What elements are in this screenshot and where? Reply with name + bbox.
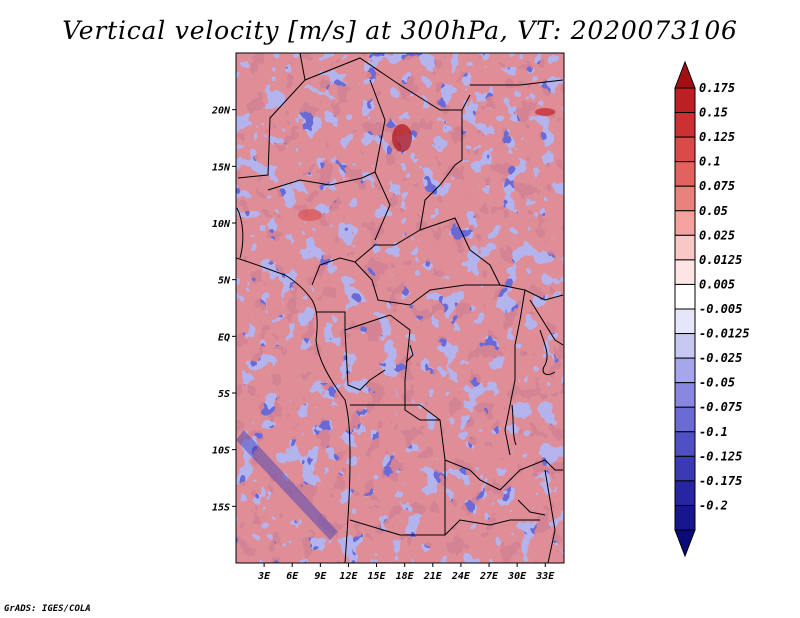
colorbar-label: 0.05 [699, 204, 728, 218]
colorbar-label: 0.175 [699, 81, 735, 95]
colorbar-swatch [674, 357, 696, 384]
colorbar-label: -0.175 [699, 474, 742, 488]
colorbar-label: -0.0125 [699, 327, 750, 341]
coast-nw [236, 207, 244, 259]
lon-tick-label: 9E [314, 571, 327, 582]
ascent-feature-ne [535, 108, 555, 116]
colorbar-bottom-arrow [674, 529, 696, 558]
border-11 [349, 519, 540, 536]
colorbar-label: 0.1 [699, 155, 721, 169]
colorbar-label: 0.025 [699, 228, 735, 242]
lon-tick-label: 24E [451, 571, 471, 582]
colorbar-swatch [674, 87, 696, 114]
colorbar-swatch [674, 382, 696, 408]
colorbar-top-arrow [674, 60, 696, 89]
political-boundaries [236, 53, 564, 563]
colorbar-label: -0.2 [699, 498, 728, 512]
colorbar-swatch [674, 431, 696, 457]
colorbar-swatch [674, 259, 696, 285]
lon-tick-label: 21E [423, 571, 443, 582]
colorbar-label: -0.075 [699, 400, 742, 414]
lat-tick-label: 15S [212, 502, 230, 513]
map-frame [235, 52, 565, 564]
border-14 [529, 299, 564, 346]
colorbar-label: 0.005 [699, 277, 735, 291]
colorbar-label: -0.05 [699, 376, 735, 390]
lat-tick-label: 10S [212, 446, 230, 457]
lon-tick-label: 3E [257, 571, 271, 582]
colorbar-swatch [674, 333, 696, 359]
colorbar-swatch [674, 504, 696, 531]
border-1 [237, 53, 306, 179]
border-6 [419, 217, 564, 301]
colorbar-label: 0.075 [699, 179, 735, 193]
colorbar-swatch [674, 480, 696, 506]
colorbar-label: 0.125 [699, 130, 735, 144]
colorbar-swatch [674, 136, 696, 163]
lat-tick-label: 15N [212, 162, 231, 173]
descent-band-sw [236, 430, 338, 540]
footer-credit: GrADS: IGES/COLA [4, 604, 91, 614]
lon-tick-label: 30E [507, 571, 527, 582]
coastline-west [236, 257, 351, 563]
border-13 [499, 459, 563, 491]
border-7 [354, 261, 500, 306]
colorbar-swatch [674, 185, 696, 212]
lake-malawi [517, 499, 546, 516]
colorbar-swatch [674, 455, 696, 482]
border-9 [344, 329, 386, 391]
colorbar-label: -0.025 [699, 351, 742, 365]
colorbar-label: 0.0125 [699, 253, 742, 267]
colorbar-swatch [674, 283, 696, 310]
lake-victoria [539, 329, 556, 375]
border-4 [311, 110, 463, 286]
border-15 [544, 469, 556, 563]
colorbar-label: -0.1 [699, 425, 728, 439]
strong-ascent-feature [392, 124, 412, 152]
lon-tick-label: 18E [396, 571, 415, 582]
great-lakes-line [504, 289, 526, 456]
chart-title: Vertical velocity [m/s] at 300hPa, VT: 2… [62, 16, 738, 45]
lon-tick-label: 6E [286, 571, 299, 582]
ascent-feature-w [298, 209, 322, 221]
border-16 [470, 79, 564, 86]
lon-tick-label: 27E [479, 571, 499, 582]
lake-tanganyika [511, 404, 517, 446]
colorbar-label: 0.15 [699, 106, 728, 120]
colorbar-swatch [674, 234, 696, 261]
lon-tick-label: 12E [339, 571, 358, 582]
colorbar-swatch [674, 308, 696, 335]
lat-tick-label: 5N [218, 276, 231, 287]
border-10 [350, 404, 441, 421]
lat-tick-label: 5S [218, 389, 230, 400]
colorbar-swatch [674, 112, 696, 138]
latitude-axis: 20N 15N 10N 5N EQ 5S 10S 15S [211, 106, 236, 513]
lat-tick-label: 10N [212, 219, 231, 230]
lon-tick-label: 15E [368, 571, 387, 582]
colorbar-swatch [674, 406, 696, 433]
colorbar-label: -0.005 [699, 302, 742, 316]
border-5 [374, 171, 391, 241]
lat-tick-label: EQ [218, 332, 230, 343]
colorbar-swatch [674, 210, 696, 236]
lat-tick-label: 20N [211, 106, 231, 117]
border-2 [304, 57, 471, 111]
colorbar-swatch [674, 161, 696, 187]
map-area [236, 53, 564, 563]
colorbar-label: -0.125 [699, 449, 742, 463]
lon-tick-label: 33E [535, 571, 555, 582]
river-segment [405, 344, 414, 363]
colorbar: 0.175 0.15 0.125 0.1 0.075 0.05 0.025 0.0125 0.0… [674, 60, 750, 558]
longitude-axis: 3E 6E 9E 12E 15E 18E 21E 24E 27E 30E 33E [257, 563, 555, 582]
border-3 [267, 79, 386, 191]
